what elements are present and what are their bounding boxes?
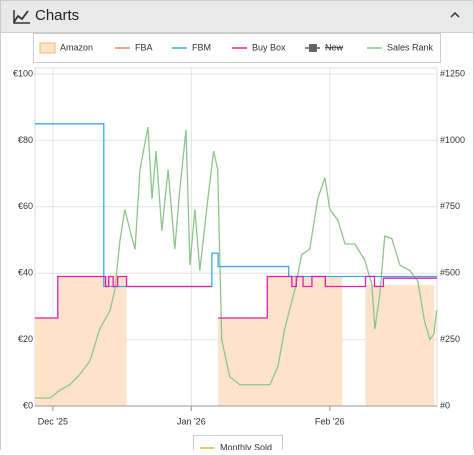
y-tick-label: €40 — [18, 268, 33, 278]
chart-icon — [13, 10, 29, 23]
y-tick-label: €20 — [18, 334, 33, 344]
y-tick-label: €80 — [18, 135, 33, 145]
legend-label[interactable]: Sales Rank — [387, 42, 434, 52]
legend-swatch[interactable] — [39, 42, 56, 54]
area — [35, 276, 435, 406]
legend-label[interactable]: Amazon — [60, 42, 93, 52]
chart-icon-axes — [13, 10, 30, 24]
y2-tick-label: #250 — [440, 334, 460, 344]
x-tick-label: Dec '25 — [38, 416, 68, 426]
panel-header[interactable] — [0, 0, 474, 33]
y2-tick-label: #750 — [440, 201, 460, 211]
legend-label[interactable]: Monthly Sold — [220, 442, 272, 452]
x-tick-label: Jan '26 — [177, 416, 206, 426]
y-tick-label: €100 — [13, 68, 33, 78]
y2-tick-label: #0 — [440, 400, 450, 410]
line — [35, 123, 437, 288]
line — [35, 275, 437, 319]
legend-label[interactable]: Buy Box — [252, 42, 286, 52]
panel-title: Charts — [35, 7, 79, 24]
x-tick-label: Feb '26 — [315, 416, 345, 426]
legend-label[interactable]: New — [325, 42, 344, 52]
y2-tick-label: #1250 — [440, 68, 465, 78]
legend-label[interactable]: FBM — [192, 42, 211, 52]
line — [35, 126, 438, 399]
y2-tick-label: #1000 — [440, 135, 465, 145]
y-tick-label: €0 — [23, 400, 33, 410]
legend-label[interactable]: FBA — [135, 42, 153, 52]
collapse-chevron[interactable] — [450, 11, 460, 18]
y2-tick-label: #500 — [440, 268, 460, 278]
y-tick-label: €60 — [18, 201, 33, 211]
